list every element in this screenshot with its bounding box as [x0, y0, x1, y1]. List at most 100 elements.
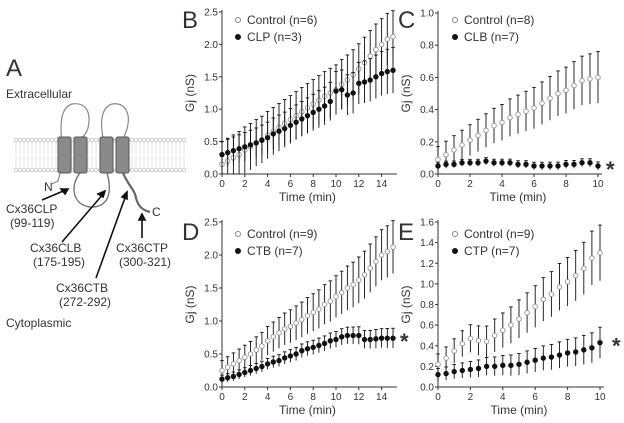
data-point — [373, 336, 379, 342]
legend-marker — [235, 34, 241, 40]
panel-letter: E — [398, 219, 414, 246]
lipid-head — [37, 137, 43, 143]
data-point — [236, 371, 242, 378]
lipid-head — [173, 167, 179, 173]
x-tick-label: 10 — [330, 179, 342, 190]
cytoplasmic-label: Cytoplasmic — [6, 316, 71, 330]
y-tick-label: 2.0 — [204, 40, 218, 51]
x-tick-label: 8 — [565, 392, 571, 403]
y-tick-label: 0.5 — [204, 137, 218, 148]
x-tick-label: 10 — [594, 392, 606, 403]
data-point — [540, 355, 546, 361]
series-treatment — [435, 157, 601, 170]
data-point — [327, 338, 333, 344]
lipid-head — [153, 137, 159, 143]
y-tick-label: 1.0 — [204, 105, 218, 116]
peptide-name: Cx36CLB — [30, 241, 81, 255]
data-point — [378, 252, 385, 258]
x-tick-label: 0 — [219, 392, 225, 403]
lipid-head — [53, 167, 59, 173]
y-tick-label: 0.6 — [420, 321, 434, 332]
transmembrane-helices — [57, 136, 130, 174]
data-point — [259, 363, 265, 370]
data-point — [531, 105, 537, 111]
panel-a-topology-diagram: A Extracellular N C Cx36CLP (99-119) Cx3… — [6, 55, 187, 330]
data-point — [539, 100, 545, 106]
lipid-head — [161, 167, 167, 173]
lipid-head — [25, 137, 31, 143]
data-point — [276, 357, 282, 364]
legend-label: CLB (n=7) — [464, 30, 519, 44]
y-tick-label: 0.5 — [204, 350, 218, 361]
data-point — [287, 353, 294, 359]
lipid-head — [29, 167, 35, 173]
data-point — [523, 161, 529, 168]
y-axis-label: Gj (nS) — [399, 285, 413, 323]
x-tick-label: 12 — [353, 179, 365, 190]
x-tick-label: 8 — [310, 179, 316, 190]
lipid-head — [157, 167, 163, 173]
data-point — [350, 90, 356, 96]
x-tick-label: 6 — [288, 179, 294, 190]
data-point — [443, 151, 449, 158]
peptide-name: Cx36CTB — [56, 281, 108, 295]
data-point — [316, 106, 322, 112]
data-point — [242, 144, 248, 150]
data-point — [333, 88, 339, 94]
data-point — [475, 160, 481, 166]
data-point — [483, 338, 490, 345]
data-point — [579, 160, 585, 166]
lipid-head — [153, 167, 159, 173]
lipid-head — [181, 137, 187, 143]
data-point — [443, 355, 449, 361]
lipid-head — [145, 137, 151, 143]
extracellular-loop-2 — [101, 103, 129, 143]
data-point — [344, 332, 351, 339]
data-point — [236, 146, 242, 152]
y-tick-label: 0.4 — [420, 341, 434, 352]
data-point — [384, 248, 390, 255]
data-point — [219, 376, 225, 382]
charts: B 0.0 0.5 1.0 1.5 2.0 2.5 0 2 4 6 8 10 12 14 Time (min)… — [182, 7, 621, 417]
cytoplasmic-loop — [73, 172, 110, 208]
lipid-head — [89, 167, 95, 173]
data-point — [556, 352, 563, 358]
lipid-head — [141, 167, 147, 173]
peptide-labels: Cx36CLP (99-119) Cx36CLB (175-195) Cx36C… — [6, 202, 171, 309]
lipid-head — [17, 167, 23, 173]
data-point — [339, 87, 345, 93]
data-point — [515, 161, 521, 168]
chart-panel-e: E 0.0 0.2 0.4 0.6 0.8 1.0 1.2 1.4 1.6 0 2 4 6 8 10 Time … — [398, 218, 621, 418]
y-tick-label: 1.2 — [420, 259, 434, 270]
legend-marker — [452, 231, 458, 237]
data-point — [491, 160, 497, 166]
data-point — [597, 250, 603, 256]
data-point — [242, 354, 248, 360]
data-point — [247, 351, 254, 357]
data-point — [390, 244, 396, 250]
data-point — [492, 332, 498, 339]
data-point — [270, 131, 276, 137]
lipid-head — [17, 137, 23, 143]
lipid-head — [129, 137, 135, 143]
data-point — [499, 119, 505, 126]
data-point — [310, 309, 316, 316]
x-tick-label: 4 — [265, 179, 271, 190]
x-tick-label: 2 — [242, 179, 248, 190]
data-point — [508, 362, 514, 369]
data-point — [356, 277, 362, 283]
data-point — [516, 361, 522, 368]
x-tick-label: 6 — [531, 179, 537, 190]
lipid-head — [41, 137, 47, 143]
data-point — [276, 128, 282, 134]
data-point — [564, 350, 571, 356]
data-point — [492, 363, 498, 370]
data-point — [595, 74, 601, 81]
lipid-head — [169, 167, 175, 173]
data-point — [282, 355, 288, 361]
data-point — [587, 76, 593, 82]
y-tick-label: 0.6 — [420, 73, 434, 84]
lipid-head — [49, 137, 55, 143]
data-point — [299, 316, 305, 323]
